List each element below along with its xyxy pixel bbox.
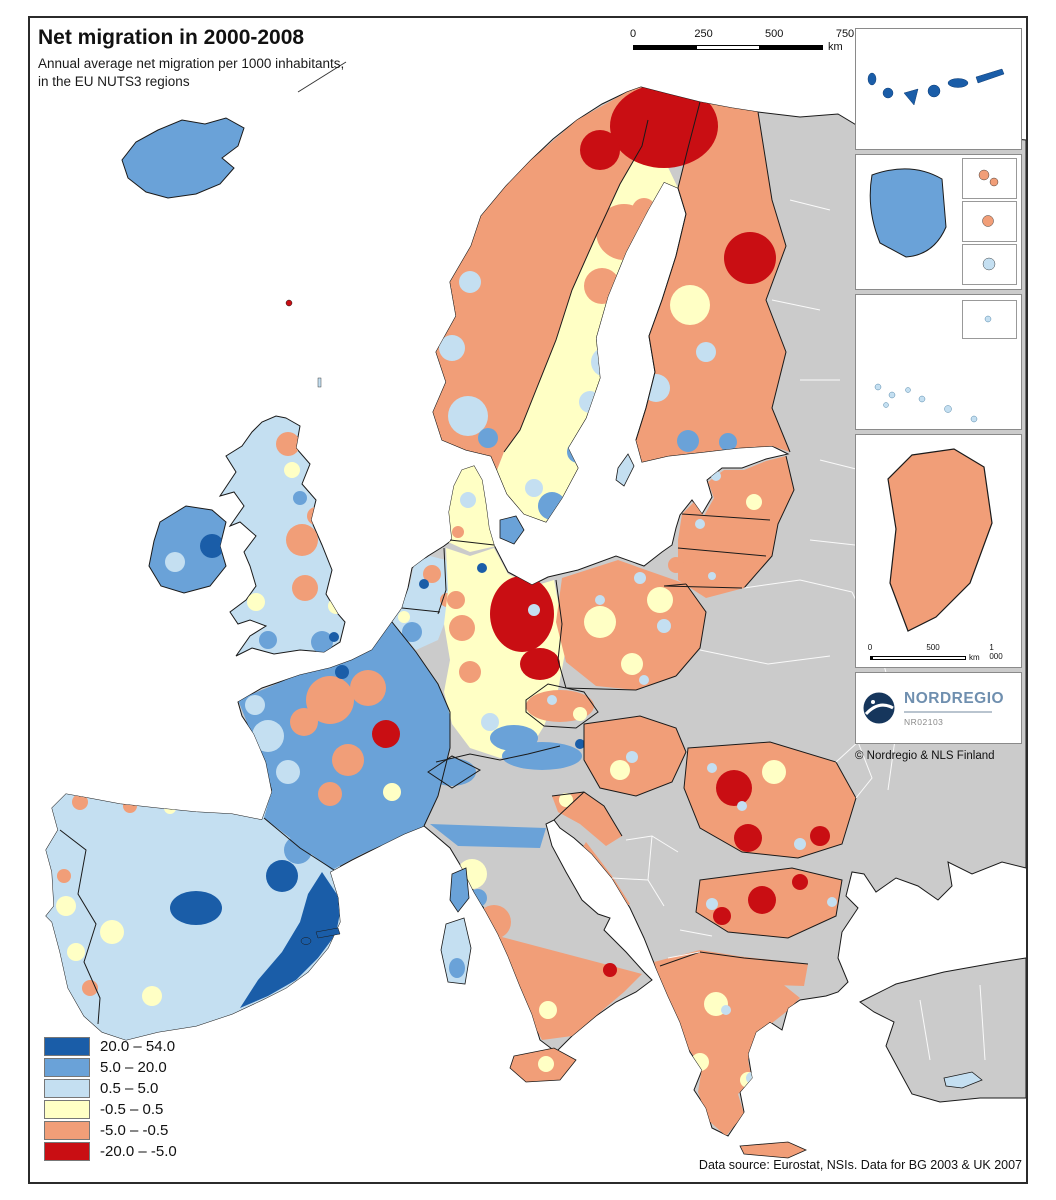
legend-label: -20.0 – -5.0 bbox=[100, 1143, 177, 1160]
nordregio-globe-icon bbox=[863, 692, 895, 724]
legend-label: 5.0 – 20.0 bbox=[100, 1059, 167, 1076]
map-subtitle-line1: Annual average net migration per 1000 in… bbox=[38, 56, 345, 71]
french-guiana-map bbox=[869, 158, 1017, 285]
data-source-note: Data source: Eurostat, NSIs. Data for BG… bbox=[698, 1158, 1022, 1172]
nordregio-ref: NR02103 bbox=[904, 716, 944, 727]
inset-canary-islands bbox=[855, 28, 1022, 150]
nordregio-tagline-line bbox=[904, 710, 992, 713]
canary-islands-map bbox=[867, 68, 1005, 106]
greenland-scale-bar: 0 500 1 000 km bbox=[867, 643, 1003, 662]
scale-tick-label: 0 bbox=[629, 28, 637, 40]
legend-item: -5.0 – -0.5 bbox=[44, 1121, 177, 1140]
inset-french-guiana-dom bbox=[855, 154, 1022, 290]
legend-swatch bbox=[44, 1037, 90, 1056]
inset-atlantic-islands bbox=[855, 294, 1022, 430]
legend-item: 20.0 – 54.0 bbox=[44, 1037, 177, 1056]
scale-tick-label: 750 bbox=[835, 28, 855, 40]
legend-item: -20.0 – -5.0 bbox=[44, 1142, 177, 1161]
scale-tick-label: 500 bbox=[765, 28, 784, 40]
greenland-scale-unit: km bbox=[969, 653, 980, 662]
legend-label: 20.0 – 54.0 bbox=[100, 1038, 176, 1055]
scale-bar: 0 250 500 750 km bbox=[629, 28, 854, 53]
greenland-scale-tick: 1 000 bbox=[989, 643, 1003, 661]
greenland-map bbox=[887, 448, 993, 632]
legend-label: -0.5 – 0.5 bbox=[100, 1101, 164, 1118]
copyright-attribution: © Nordregio & NLS Finland bbox=[855, 750, 995, 762]
nordregio-logo: NORDREGIO NR02103 bbox=[855, 672, 1022, 744]
inset-column: 0 500 1 000 km NORDREGIO NR02103 bbox=[855, 28, 1022, 762]
scale-tick-label: 250 bbox=[694, 28, 713, 40]
legend-item: 0.5 – 5.0 bbox=[44, 1079, 177, 1098]
title-block: Net migration in 2000-2008 Annual averag… bbox=[38, 26, 344, 90]
scale-bar-labels: 0 250 500 750 bbox=[629, 28, 854, 41]
scale-bar-unit: km bbox=[828, 41, 843, 53]
map-subtitle-line2: in the EU NUTS3 regions bbox=[38, 73, 190, 89]
legend-swatch bbox=[44, 1100, 90, 1119]
inset-greenland: 0 500 1 000 km bbox=[855, 434, 1022, 668]
legend-swatch bbox=[44, 1142, 90, 1161]
legend-label: -5.0 – -0.5 bbox=[100, 1122, 169, 1139]
scale-bar-line bbox=[633, 44, 823, 50]
azores-madeira-map bbox=[874, 300, 1017, 423]
legend-swatch bbox=[44, 1121, 90, 1140]
legend: 20.0 – 54.0 5.0 – 20.0 0.5 – 5.0 -0.5 – … bbox=[44, 1037, 177, 1163]
greenland-scale-tick: 500 bbox=[926, 643, 940, 652]
legend-item: -0.5 – 0.5 bbox=[44, 1100, 177, 1119]
legend-swatch bbox=[44, 1058, 90, 1077]
nordregio-wordmark: NORDREGIO bbox=[904, 689, 1005, 707]
legend-label: 0.5 – 5.0 bbox=[100, 1080, 159, 1097]
legend-swatch bbox=[44, 1079, 90, 1098]
map-title: Net migration in 2000-2008 bbox=[38, 26, 305, 49]
legend-item: 5.0 – 20.0 bbox=[44, 1058, 177, 1077]
greenland-scale-tick: 0 bbox=[867, 643, 873, 652]
